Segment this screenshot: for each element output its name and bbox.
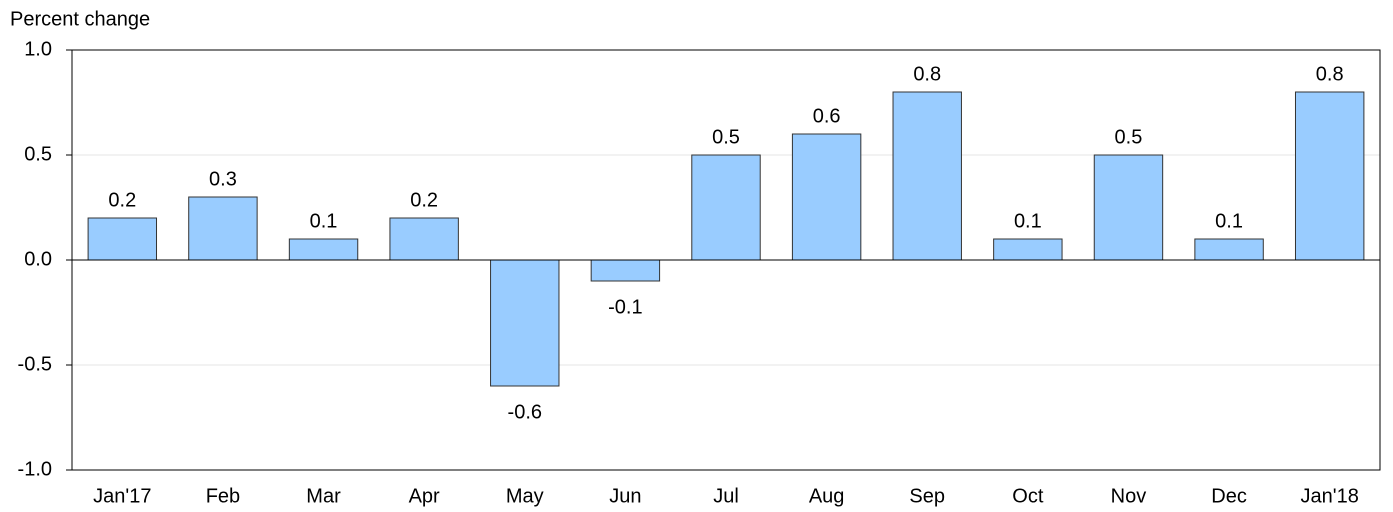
- bar: [87, 217, 158, 261]
- value-label: 0.1: [1014, 210, 1042, 232]
- bar: [1093, 154, 1164, 261]
- y-tick-label: 0.0: [24, 248, 52, 270]
- bar: [590, 259, 661, 282]
- value-label: 0.1: [310, 210, 338, 232]
- value-label: 0.1: [1215, 210, 1243, 232]
- value-label: 0.8: [1316, 63, 1344, 85]
- y-tick-label: 0.5: [24, 143, 52, 165]
- value-label: 0.2: [108, 189, 136, 211]
- x-tick-label: Sep: [909, 485, 945, 507]
- value-label: 0.6: [813, 105, 841, 127]
- x-tick-label: Mar: [306, 485, 341, 507]
- x-tick-label: Nov: [1111, 485, 1147, 507]
- bar: [490, 259, 560, 387]
- bar: [389, 217, 459, 261]
- bar: [791, 133, 862, 261]
- x-tick-label: Apr: [409, 485, 440, 507]
- bar: [288, 238, 359, 261]
- x-tick-label: Feb: [206, 485, 240, 507]
- x-tick-label: Jun: [609, 485, 641, 507]
- bar: [892, 91, 962, 261]
- x-tick-label: May: [506, 485, 544, 507]
- x-tick-label: Jan'17: [93, 485, 151, 507]
- x-tick-label: Jan'18: [1301, 485, 1359, 507]
- value-label: 0.2: [410, 189, 438, 211]
- bar: [1194, 238, 1264, 261]
- x-tick-label: Oct: [1012, 485, 1044, 507]
- value-label: 0.3: [209, 168, 237, 190]
- bar: [188, 196, 258, 261]
- y-tick-label: -1.0: [18, 458, 52, 480]
- x-tick-label: Dec: [1211, 485, 1247, 507]
- value-label: 0.5: [712, 126, 740, 148]
- bar: [691, 154, 761, 261]
- bar: [1294, 91, 1365, 261]
- x-tick-label: Aug: [809, 485, 845, 507]
- y-tick-label: 1.0: [24, 38, 52, 60]
- value-label: 0.5: [1115, 126, 1143, 148]
- bar: [993, 238, 1063, 261]
- value-label: 0.8: [913, 63, 941, 85]
- y-axis-label: Percent change: [10, 8, 150, 30]
- x-tick-label: Jul: [713, 485, 739, 507]
- value-label: -0.1: [608, 296, 642, 318]
- y-tick-label: -0.5: [18, 353, 52, 375]
- value-label: -0.6: [508, 401, 542, 423]
